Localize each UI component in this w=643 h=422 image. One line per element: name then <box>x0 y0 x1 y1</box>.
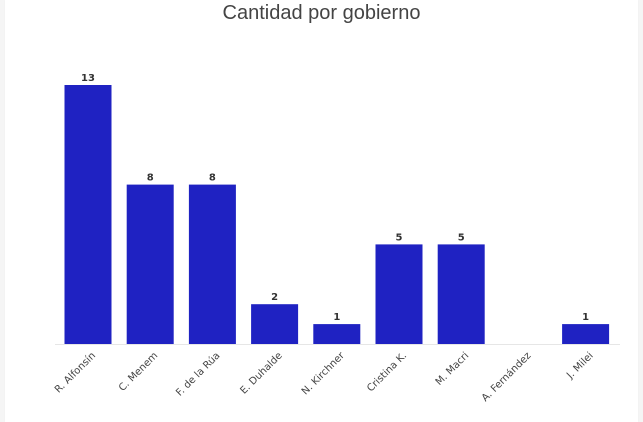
bars-layer <box>64 85 610 344</box>
x-tick-label-4: N. Kirchner <box>300 350 348 398</box>
x-tick-label-1: C. Menem <box>117 350 160 393</box>
chart-title: Cantidad por gobierno <box>222 2 421 24</box>
x-tick-label-0: R. Alfonsín <box>52 350 98 396</box>
x-tick-label-6: M. Macri <box>434 350 472 388</box>
bar-0 <box>64 85 112 344</box>
bar-4 <box>313 324 361 344</box>
data-label-2: 8 <box>209 173 216 184</box>
bar-1 <box>126 184 174 344</box>
data-label-5: 5 <box>396 232 403 243</box>
x-tick-label-2: F. de la Rúa <box>174 350 223 399</box>
x-tick-label-8: J. Milei <box>564 350 595 381</box>
data-label-8: 1 <box>582 312 589 323</box>
bar-8 <box>562 324 610 344</box>
data-label-3: 2 <box>271 292 278 303</box>
data-label-4: 1 <box>333 312 340 323</box>
data-labels-layer: 13 8 8 2 1 5 5 1 <box>81 73 589 323</box>
data-label-6: 5 <box>458 232 465 243</box>
bar-3 <box>251 304 299 344</box>
bar-2 <box>188 184 236 344</box>
x-tick-labels-layer: R. Alfonsín C. Menem F. de la Rúa E. Duhald… <box>52 350 595 404</box>
bar-6 <box>437 244 485 344</box>
data-label-1: 8 <box>147 173 154 184</box>
x-tick-label-3: E. Duhalde <box>238 350 284 396</box>
bar-5 <box>375 244 423 344</box>
data-label-0: 13 <box>81 73 95 84</box>
x-tick-label-5: Cristina K. <box>365 350 409 394</box>
x-tick-label-7: A. Fernández <box>479 350 533 404</box>
